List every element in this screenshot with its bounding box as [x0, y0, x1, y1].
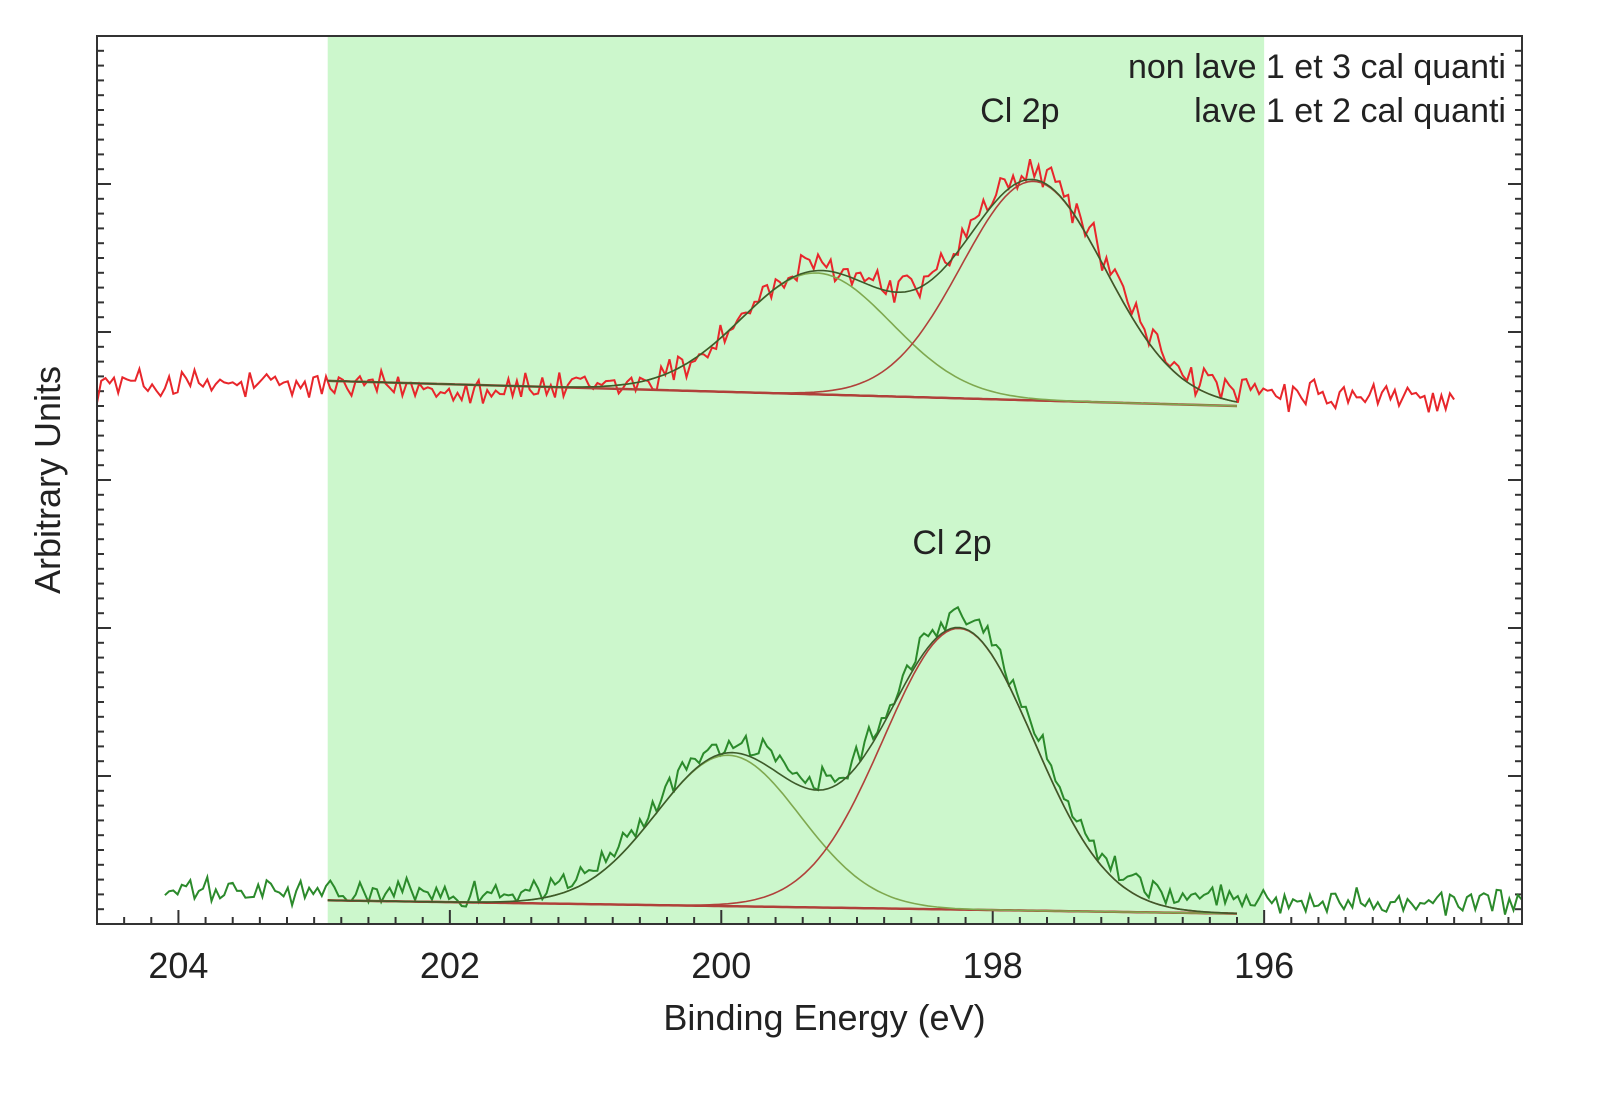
- x-tick-label: 198: [963, 945, 1023, 986]
- series-line-1: [164, 605, 1523, 916]
- highlight-region: [327, 36, 1265, 924]
- y-axis-label: Arbitrary Units: [27, 366, 68, 594]
- plot-frame: [96, 35, 1523, 925]
- annotation-cl2p-bottom: Cl 2p: [912, 524, 991, 562]
- fit-envelope-0: [327, 178, 1238, 403]
- x-axis-label: Binding Energy (eV): [663, 997, 985, 1038]
- series-line-0: [96, 158, 1455, 413]
- annotation-cl2p-top: Cl 2p: [980, 92, 1059, 130]
- x-tick-label: 204: [148, 945, 208, 986]
- x-tick-label: 200: [691, 945, 751, 986]
- fit-envelope-1: [327, 626, 1238, 915]
- legend-entry-red: non lave 1 et 3 cal quanti: [1128, 48, 1506, 86]
- x-tick-labels: 204 202 200 198 196: [148, 945, 1294, 986]
- plot-lines: [96, 158, 1523, 916]
- legend-entry-green: lave 1 et 2 cal quanti: [1194, 92, 1506, 130]
- x-tick-label: 196: [1234, 945, 1294, 986]
- x-tick-label: 202: [420, 945, 480, 986]
- axis-ticks: [97, 35, 1522, 925]
